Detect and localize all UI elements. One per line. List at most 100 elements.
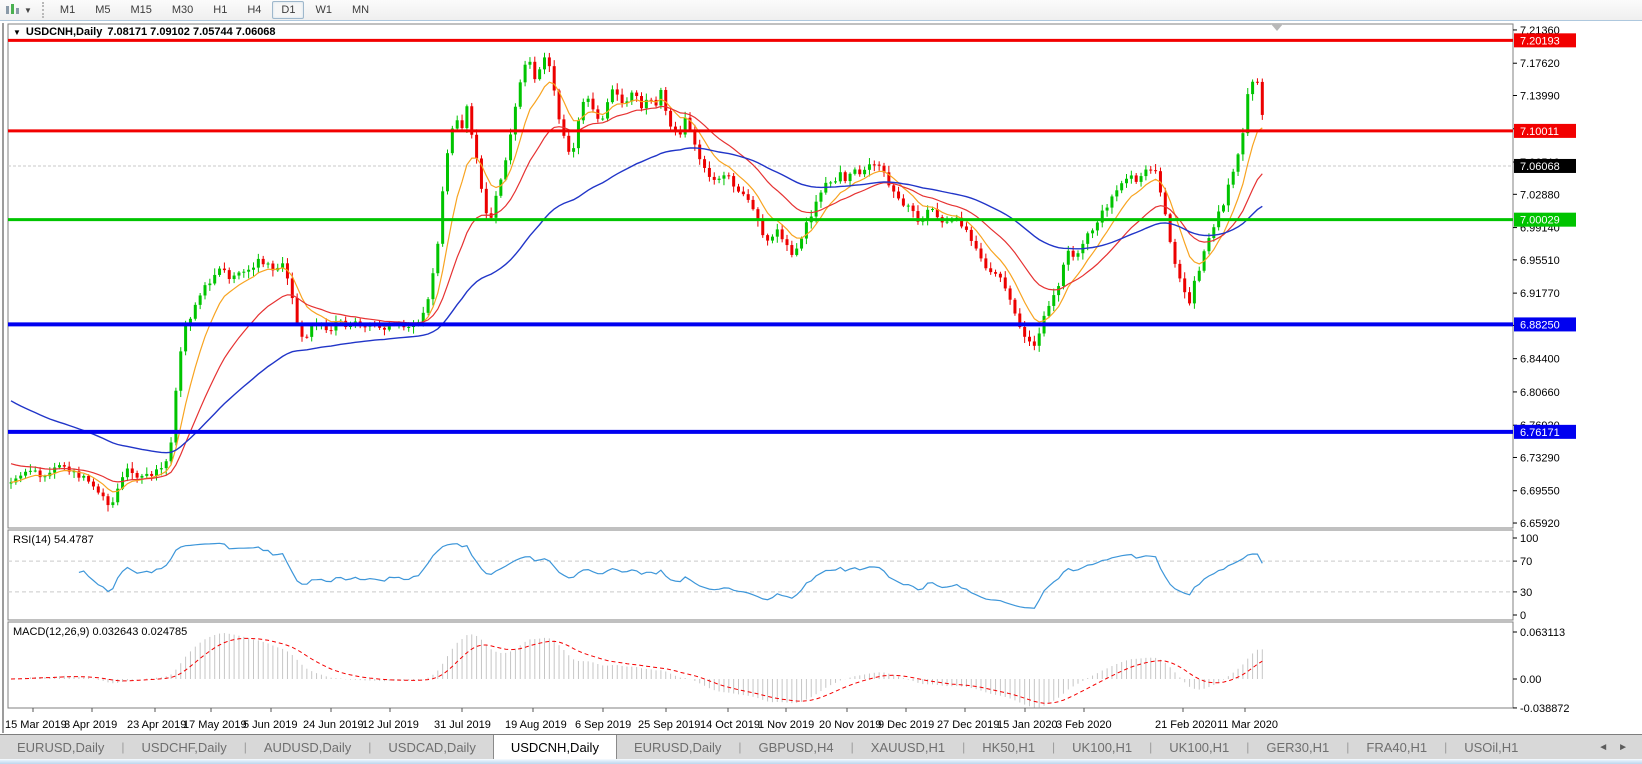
date-label: 27 Dec 2019: [937, 719, 999, 731]
date-label: 6 Sep 2019: [575, 719, 631, 731]
tab-separator: |: [1346, 740, 1350, 754]
symbol-tab-list: EURUSD,Daily | USDCHF,Daily | AUDUSD,Daily | U…: [0, 735, 1535, 759]
symbol-tabbar: EURUSD,Daily | USDCHF,Daily | AUDUSD,Daily | U…: [0, 734, 1642, 759]
symbol-tab-uk100-h1[interactable]: UK100,H1: [1072, 739, 1133, 755]
price-tick-label: 6.91770: [1520, 288, 1560, 300]
timeframe-button-d1[interactable]: D1: [272, 1, 305, 19]
price-tick-label: 6.65920: [1520, 518, 1560, 530]
tab-separator: |: [243, 740, 247, 754]
date-label: 5 Jun 2019: [243, 719, 297, 731]
price-label-box-6.88250: [1514, 317, 1576, 332]
tab-scroll-right-icon[interactable]: ►: [1618, 741, 1628, 753]
date-label: 3 Apr 2019: [64, 719, 117, 731]
tab-separator: |: [121, 740, 125, 754]
symbol-tab-hk50-h1[interactable]: HK50,H1: [982, 739, 1036, 755]
price-label-text: 7.06068: [1520, 161, 1560, 173]
tab-scroll-left-icon[interactable]: ◄: [1598, 741, 1609, 753]
timeframe-button-m15[interactable]: M15: [130, 4, 152, 16]
timeframe-toolbar: ▼ M1 M5 M15 M30 H1 H4 D1 W1 MN: [0, 0, 1642, 21]
tab-separator: |: [1149, 740, 1153, 754]
date-label: 19 Aug 2019: [505, 719, 567, 731]
window-left-border: [2, 23, 4, 733]
price-tick-label: 6.84400: [1520, 354, 1560, 366]
rsi-tick-label: 70: [1520, 556, 1532, 568]
date-label: 14 Oct 2019: [700, 719, 760, 731]
symbol-tab-usdcnh-daily[interactable]: USDCNH,Daily: [492, 735, 617, 759]
symbol-tab-ger30-h1[interactable]: GER30,H1: [1266, 739, 1330, 755]
price-label-text: 6.88250: [1520, 319, 1560, 331]
symbol-tab-audusd-daily[interactable]: AUDUSD,Daily: [263, 739, 352, 755]
status-strip: [0, 759, 1642, 764]
chart-ohlc-values: 7.08171 7.09102 7.05744 7.06068: [107, 26, 276, 38]
collapse-triangle-icon[interactable]: ▼: [13, 27, 21, 37]
timeframe-button-mn[interactable]: MN: [351, 4, 370, 16]
timeframe-button-m1[interactable]: M1: [59, 4, 76, 16]
timeframe-buttons: M1 M5 M15 M30 H1 H4 D1 W1 MN: [50, 1, 379, 19]
date-label: 1 Nov 2019: [758, 719, 814, 731]
tab-separator: |: [1052, 740, 1056, 754]
price-tick-label: 6.69550: [1520, 486, 1560, 498]
date-label: 24 Jun 2019: [303, 719, 364, 731]
symbol-tab-gbpusd-h4[interactable]: GBPUSD,H4: [758, 739, 834, 755]
rsi-indicator-label: RSI(14) 54.4787: [13, 534, 94, 546]
tab-separator: |: [738, 740, 742, 754]
date-label: 20 Nov 2019: [819, 719, 881, 731]
symbol-tab-uk100-h1[interactable]: UK100,H1: [1169, 739, 1230, 755]
price-tick-label: 6.95510: [1520, 255, 1560, 267]
timeframe-button-m5[interactable]: M5: [95, 4, 111, 16]
symbol-tab-usdchf-daily[interactable]: USDCHF,Daily: [141, 739, 227, 755]
chart-symbol-period: USDCNH,Daily: [25, 26, 103, 38]
date-label: 9 Dec 2019: [878, 719, 934, 731]
rsi-tick-label: 100: [1520, 533, 1538, 545]
symbol-tab-fra40-h1[interactable]: FRA40,H1: [1366, 739, 1428, 755]
macd-tick-label: 0.063113: [1520, 627, 1565, 639]
timeframe-button-m30[interactable]: M30: [171, 4, 194, 16]
tab-separator: |: [962, 740, 966, 754]
date-label: 11 Mar 2020: [1217, 719, 1278, 731]
date-label: 17 May 2019: [183, 719, 247, 731]
symbol-tab-xauusd-h1[interactable]: XAUUSD,H1: [870, 739, 946, 755]
price-label-box-7.10011: [1514, 123, 1576, 138]
price-label-box-7.06068: [1514, 158, 1576, 173]
chart-stage: 7.213607.176207.139907.102507.065107.028…: [0, 0, 1642, 734]
timeframe-button-h4[interactable]: H4: [247, 4, 262, 16]
macd-tick-label: -0.038872: [1520, 703, 1570, 715]
chart-canvas[interactable]: 7.213607.176207.139907.102507.065107.028…: [0, 0, 1642, 734]
symbol-tab-usdcad-daily[interactable]: USDCAD,Daily: [388, 739, 476, 755]
price-label-box-7.20193: [1514, 33, 1576, 48]
timeframe-button-w1[interactable]: W1: [315, 4, 332, 16]
date-label: 15 Mar 2019: [5, 719, 67, 731]
tab-scroll-arrows: ◄ ►: [1598, 735, 1642, 759]
price-label-text: 6.76171: [1520, 427, 1560, 439]
price-label-text: 7.20193: [1520, 35, 1560, 47]
timeframe-button-h1[interactable]: H1: [213, 4, 228, 16]
toolbar-grip: [41, 2, 44, 18]
symbol-tab-usoil-h1[interactable]: USOil,H1: [1464, 739, 1519, 755]
date-label: 31 Jul 2019: [434, 719, 491, 731]
toolbar-dropdown-caret-icon[interactable]: ▼: [24, 5, 32, 15]
price-tick-label: 7.13990: [1520, 91, 1560, 103]
price-label-box-6.76171: [1514, 424, 1576, 439]
macd-signal-line: [10, 637, 1263, 704]
price-tick-label: 7.02880: [1520, 189, 1560, 201]
tab-separator: |: [1444, 740, 1448, 754]
price-tick-label: 7.17620: [1520, 58, 1560, 70]
price-label-text: 7.10011: [1520, 126, 1559, 138]
symbol-tab-eurusd-daily[interactable]: EURUSD,Daily: [633, 739, 722, 755]
chart-period-icon[interactable]: [4, 2, 22, 18]
tab-separator: |: [1246, 740, 1250, 754]
date-label: 3 Feb 2020: [1056, 719, 1112, 731]
rsi-tick-label: 30: [1520, 587, 1532, 599]
date-label: 21 Feb 2020: [1155, 719, 1217, 731]
date-label: 12 Jul 2019: [362, 719, 419, 731]
date-label: 15 Jan 2020: [997, 719, 1058, 731]
date-label: 23 Apr 2019: [127, 719, 186, 731]
ma-fast-line: [10, 81, 1263, 493]
symbol-tab-eurusd-daily[interactable]: EURUSD,Daily: [17, 739, 105, 755]
rsi-panel[interactable]: [7, 529, 1514, 621]
candles-layer: [9, 52, 1264, 512]
tab-separator: |: [850, 740, 854, 754]
ma-slow-line: [10, 147, 1263, 454]
scroll-end-marker-icon[interactable]: [1271, 24, 1283, 31]
